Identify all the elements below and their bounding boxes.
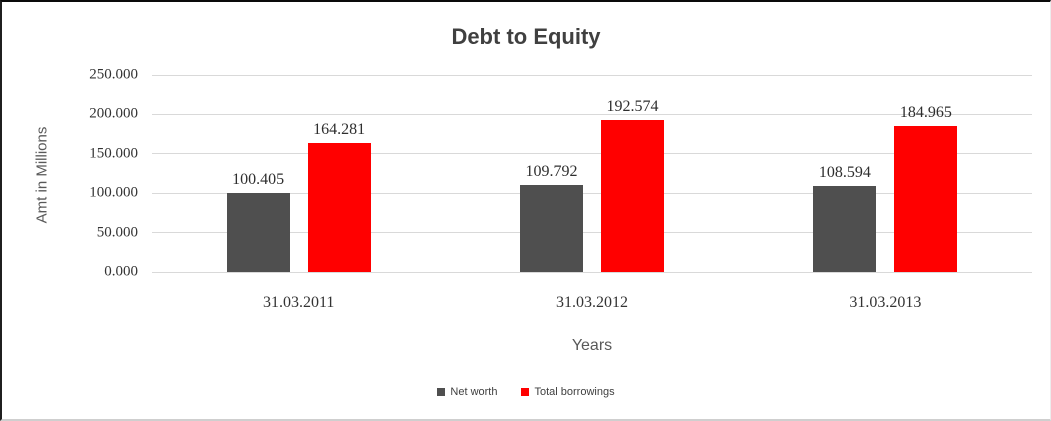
gridline — [152, 74, 1032, 76]
y-tick-label: 150.000 — [89, 145, 138, 162]
bar-groups: 100.405 164.281 109.792 192.574 108.594 184.9… — [152, 75, 1032, 272]
y-tick-label: 0.000 — [104, 263, 138, 280]
legend-label: Net worth — [450, 386, 498, 398]
y-tick-label: 100.000 — [89, 184, 138, 201]
gridline — [152, 192, 1032, 194]
bar-total-borrowings: 164.281 — [307, 121, 371, 272]
gridline — [152, 271, 1032, 273]
plot-area: 100.405 164.281 109.792 192.574 108.594 184.9… — [152, 74, 1032, 273]
bar-total-borrowings: 192.574 — [600, 98, 664, 272]
bar-net-worth: 109.792 — [519, 163, 583, 272]
bar-value-label: 100.405 — [232, 170, 285, 188]
legend-item: Net worth — [437, 386, 497, 398]
gridline — [152, 232, 1032, 234]
bar-net-worth: 100.405 — [226, 171, 290, 272]
bar-group: 108.594 184.965 — [739, 75, 1032, 272]
legend: Net worth Total borrowings — [2, 386, 1050, 398]
legend-swatch — [437, 388, 446, 396]
bar-total-borrowings: 184.965 — [894, 104, 958, 272]
gridline — [152, 113, 1032, 115]
bar-net-worth: 108.594 — [813, 164, 877, 272]
x-axis-title: Years — [571, 337, 613, 354]
bar-group: 109.792 192.574 — [445, 75, 738, 272]
x-axis-categories: 31.03.2011 31.03.2012 31.03.2013 — [152, 294, 1032, 312]
y-tick-label: 250.000 — [89, 66, 138, 83]
bar-value-label: 164.281 — [313, 120, 366, 138]
bar-value-label: 184.965 — [899, 104, 952, 122]
y-tick-label: 50.000 — [96, 224, 138, 241]
x-category-label: 31.03.2012 — [555, 294, 628, 311]
legend-item: Total borrowings — [521, 386, 615, 398]
legend-label: Total borrowings — [534, 386, 615, 398]
chart-title: Debt to Equity — [451, 24, 601, 49]
x-category-label: 31.03.2011 — [262, 294, 335, 311]
x-category-label: 31.03.2013 — [849, 294, 922, 311]
y-tick-label: 200.000 — [89, 105, 138, 122]
bar-value-label: 108.594 — [818, 164, 871, 182]
bar-value-label: 109.792 — [525, 163, 578, 181]
bar-value-label: 192.574 — [606, 98, 659, 116]
bar-group: 100.405 164.281 — [152, 75, 445, 272]
legend-swatch — [521, 388, 530, 396]
gridline — [152, 153, 1032, 155]
y-axis-ticks: 250.000 200.000 150.000 100.000 50.000 0.000 — [2, 67, 138, 280]
